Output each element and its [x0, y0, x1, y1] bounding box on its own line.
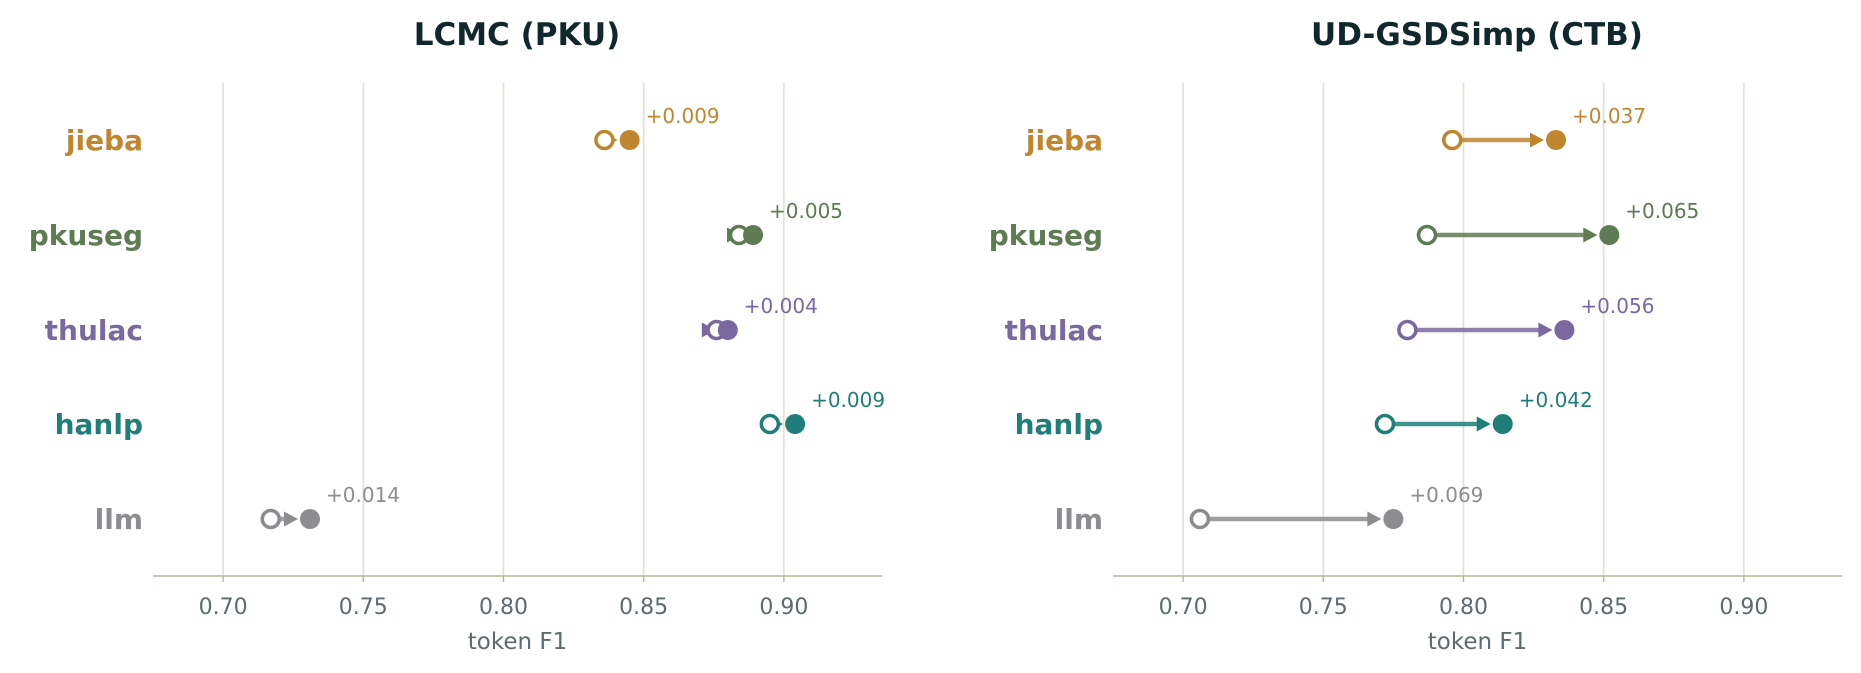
category-label-thulac: thulac: [1005, 314, 1103, 347]
x-axis-label: token F1: [1428, 629, 1528, 655]
delta-label-pkuseg: +0.065: [1625, 199, 1699, 223]
category-label-jieba: jieba: [1025, 124, 1103, 157]
delta-label-thulac: +0.004: [744, 294, 818, 318]
after-point-jieba: [1546, 130, 1567, 150]
category-label-thulac: thulac: [45, 314, 143, 347]
category-label-pkuseg: pkuseg: [29, 219, 143, 252]
category-label-llm: llm: [1055, 503, 1103, 536]
after-point-llm: [1383, 509, 1404, 529]
after-point-thulac: [717, 320, 738, 340]
arrow-head-llm: [1367, 511, 1382, 527]
before-point-llm: [1189, 508, 1211, 530]
before-point-hanlp: [759, 413, 781, 435]
delta-label-pkuseg: +0.005: [769, 199, 843, 223]
category-label-hanlp: hanlp: [55, 408, 143, 441]
x-tick-label: 0.70: [1159, 595, 1208, 620]
arrow-head-thulac: [1538, 322, 1553, 338]
x-tick-label: 0.90: [1719, 595, 1768, 620]
x-axis-label: token F1: [468, 629, 568, 655]
x-tick-label: 0.85: [619, 595, 668, 620]
x-tick-label: 0.80: [479, 595, 528, 620]
after-point-thulac: [1554, 320, 1575, 340]
delta-label-hanlp: +0.042: [1519, 388, 1593, 412]
before-point-thulac: [1397, 319, 1418, 341]
after-point-jieba: [619, 130, 640, 150]
x-tick-label: 0.75: [1299, 595, 1348, 620]
before-point-jieba: [1441, 129, 1463, 151]
arrow-head-jieba: [1530, 132, 1545, 148]
delta-label-hanlp: +0.009: [811, 388, 885, 412]
delta-label-thulac: +0.056: [1580, 294, 1654, 318]
arrow-head-pkuseg: [1583, 227, 1598, 243]
delta-label-jieba: +0.037: [1572, 104, 1646, 128]
chart-title: UD-GSDSimp (CTB): [1311, 17, 1643, 53]
after-point-hanlp: [1492, 414, 1513, 434]
after-point-pkuseg: [1599, 225, 1620, 245]
x-tick-label: 0.90: [759, 595, 808, 620]
after-point-pkuseg: [743, 225, 764, 245]
x-tick-label: 0.70: [199, 595, 248, 620]
category-label-hanlp: hanlp: [1015, 408, 1103, 441]
panel-ud-gsdsimp: UD-GSDSimp (CTB) 0.70 0.75 0.80 0.85 0.90 toke…: [989, 17, 1842, 655]
delta-label-llm: +0.069: [1409, 483, 1483, 507]
x-tick-label: 0.75: [339, 595, 388, 620]
after-point-llm: [300, 509, 321, 529]
arrow-head-hanlp: [1476, 416, 1491, 432]
before-point-llm: [260, 508, 282, 530]
category-label-llm: llm: [95, 503, 143, 536]
delta-label-llm: +0.014: [326, 483, 400, 507]
x-tick-label: 0.80: [1439, 595, 1488, 620]
category-label-pkuseg: pkuseg: [989, 219, 1103, 252]
arrow-head-llm: [284, 511, 299, 527]
before-point-pkuseg: [1416, 224, 1438, 246]
panel-lcmc: LCMC (PKU) 0.70 0.75 0.80 0.85 0.90 token F1 ji…: [29, 17, 885, 655]
x-tick-label: 0.85: [1579, 595, 1628, 620]
delta-label-jieba: +0.009: [646, 104, 720, 128]
chart-title: LCMC (PKU): [414, 17, 621, 53]
before-point-hanlp: [1374, 413, 1396, 435]
after-point-hanlp: [785, 414, 806, 434]
before-point-jieba: [594, 129, 615, 151]
category-label-jieba: jieba: [65, 124, 143, 157]
